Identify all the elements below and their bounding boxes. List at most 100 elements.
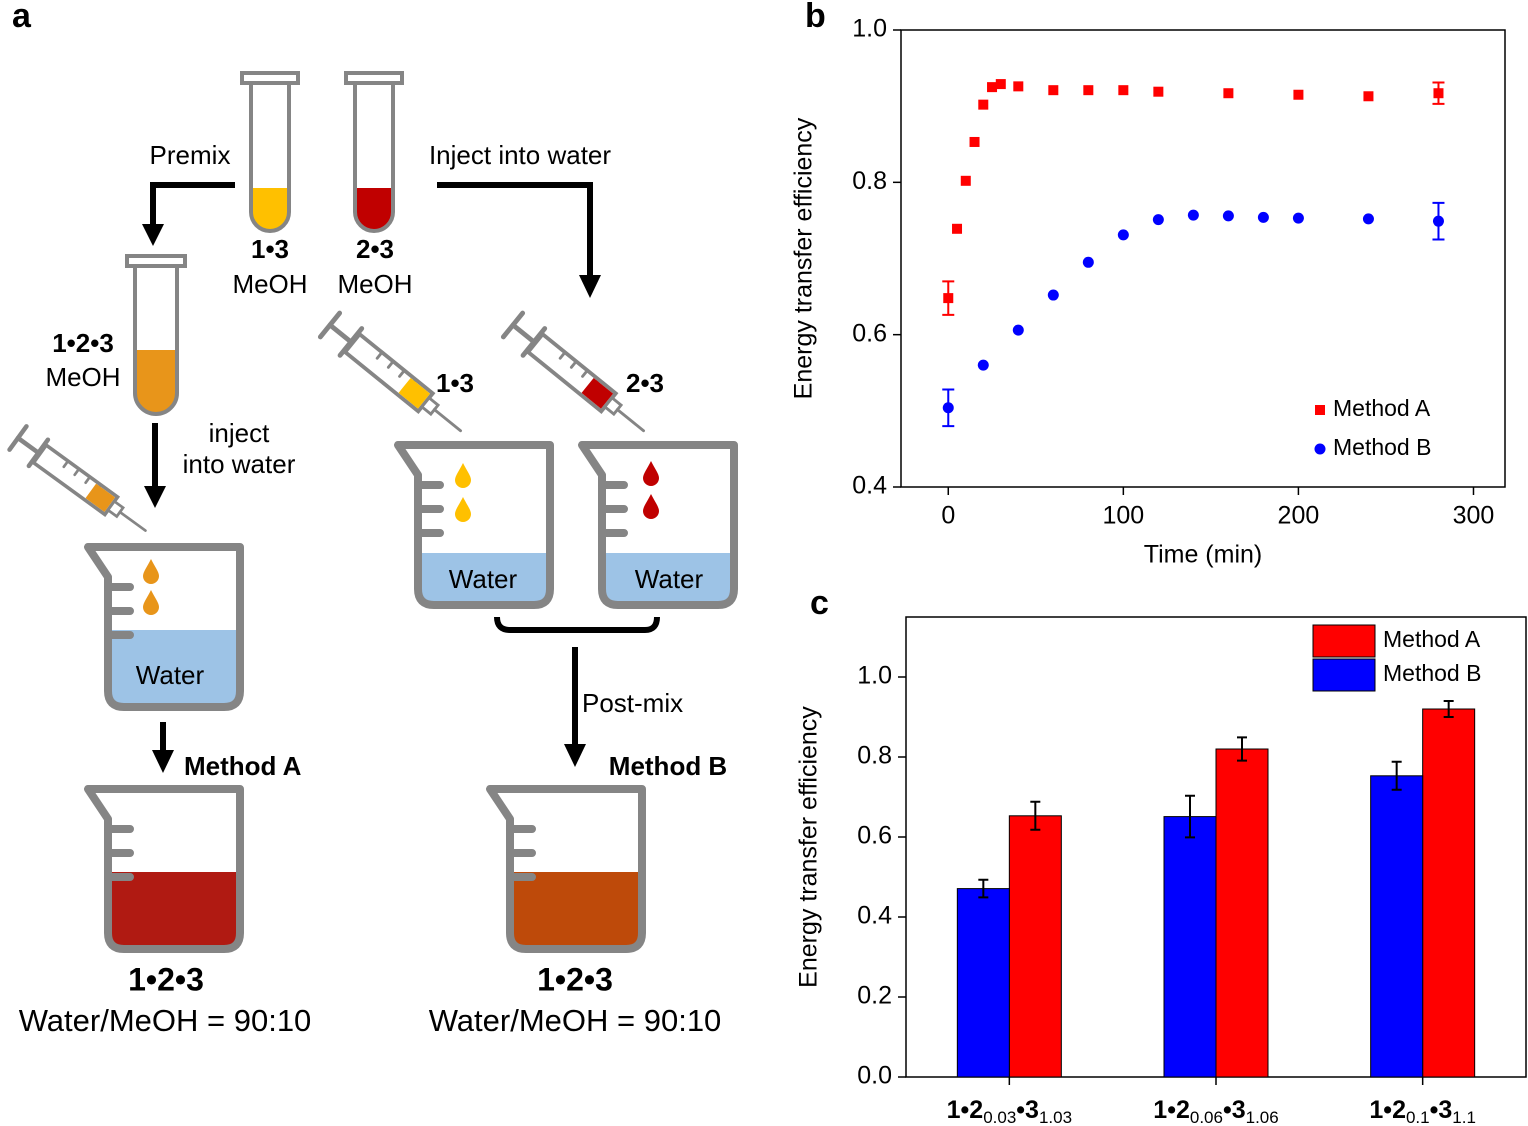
point bbox=[1222, 210, 1234, 222]
plot-frame bbox=[900, 29, 1506, 488]
solvent: MeOH bbox=[232, 269, 307, 299]
legend-swatch bbox=[1312, 658, 1376, 692]
error-bar bbox=[1237, 736, 1247, 762]
label-part: 1•2 bbox=[1369, 1096, 1406, 1124]
method-label: Method A bbox=[184, 751, 302, 781]
beaker bbox=[88, 789, 240, 952]
point bbox=[1187, 209, 1199, 221]
x-tick-label: 1•20.06•31.06 bbox=[1153, 1096, 1278, 1126]
label-part: 1•2 bbox=[1153, 1096, 1190, 1124]
point bbox=[1013, 81, 1024, 92]
bar bbox=[1163, 816, 1217, 1078]
bar bbox=[1422, 708, 1476, 1078]
ratio: Water/MeOH = 90:10 bbox=[19, 1003, 312, 1038]
point bbox=[1257, 211, 1269, 223]
point bbox=[943, 293, 954, 304]
y-tick-label: 0.4 bbox=[857, 902, 892, 930]
point bbox=[1223, 88, 1234, 99]
tube bbox=[344, 71, 404, 233]
point bbox=[1433, 88, 1444, 99]
point bbox=[1012, 324, 1024, 336]
method-label: Method B bbox=[609, 751, 727, 781]
arrows bbox=[142, 182, 660, 773]
error-bar bbox=[1443, 700, 1454, 718]
y-axis-title: Energy transfer efficiency bbox=[795, 706, 823, 988]
point bbox=[995, 79, 1006, 90]
tube bbox=[240, 71, 300, 233]
y-tick-label: 1.0 bbox=[852, 15, 887, 43]
y-axis-title: Energy transfer efficiency bbox=[790, 117, 818, 399]
point bbox=[960, 175, 971, 186]
water-label: Water bbox=[635, 564, 704, 594]
compound: 1•2•3 bbox=[537, 961, 613, 997]
y-tick-label: 0.2 bbox=[857, 982, 892, 1010]
compound: 2•3 bbox=[356, 234, 394, 264]
y-tick-label: 0.0 bbox=[857, 1062, 892, 1090]
x-axis-title: Time (min) bbox=[1144, 541, 1263, 569]
x-tick-label: 1•20.03•31.03 bbox=[947, 1096, 1072, 1126]
beaker bbox=[88, 547, 240, 710]
solvent: MeOH bbox=[45, 362, 120, 392]
point bbox=[1362, 213, 1374, 225]
bar bbox=[956, 888, 1010, 1078]
compound: 1•3 bbox=[436, 368, 474, 398]
legend-label: Method A bbox=[1333, 395, 1431, 421]
bar bbox=[1215, 748, 1269, 1078]
point bbox=[1117, 229, 1129, 241]
y-tick-label: 0.6 bbox=[852, 319, 887, 347]
point bbox=[1363, 91, 1374, 102]
syringe bbox=[502, 312, 654, 445]
point bbox=[1047, 289, 1059, 301]
compound: 1•3 bbox=[251, 234, 289, 264]
beaker bbox=[398, 445, 550, 613]
label-part: 1.06 bbox=[1246, 1108, 1279, 1126]
point bbox=[969, 136, 980, 147]
y-tick-label: 0.8 bbox=[857, 742, 892, 770]
syringe bbox=[8, 425, 154, 544]
diagram: a bbox=[8, 0, 734, 1038]
point bbox=[952, 223, 963, 234]
point bbox=[1083, 85, 1094, 96]
point bbox=[1082, 256, 1094, 268]
legend-marker bbox=[1314, 443, 1326, 455]
bar bbox=[1008, 815, 1062, 1078]
point bbox=[987, 82, 998, 93]
point bbox=[1293, 89, 1304, 100]
x-tick-label: 100 bbox=[1102, 502, 1144, 530]
syringe bbox=[319, 312, 471, 445]
error-bar bbox=[978, 878, 989, 899]
point bbox=[978, 99, 989, 110]
bar bbox=[1370, 775, 1424, 1078]
beaker bbox=[582, 445, 734, 613]
beaker bbox=[490, 789, 642, 952]
solvent: MeOH bbox=[337, 269, 412, 299]
step-label: into water bbox=[183, 449, 296, 479]
x-tick-label: 0 bbox=[941, 502, 955, 530]
legend-marker bbox=[1315, 405, 1325, 415]
label-part: 0.06 bbox=[1190, 1108, 1223, 1126]
x-tick-label: 1•20.1•31.1 bbox=[1369, 1096, 1476, 1126]
point bbox=[1153, 86, 1164, 97]
y-tick-label: 0.4 bbox=[852, 472, 887, 500]
step-label: Premix bbox=[150, 140, 231, 170]
label-part: 1.1 bbox=[1452, 1108, 1476, 1126]
panel-label: b bbox=[805, 0, 826, 35]
error-bar bbox=[1391, 760, 1402, 791]
compound: 1•2•3 bbox=[128, 961, 204, 997]
legend-label: Method B bbox=[1333, 434, 1431, 460]
panel-label: a bbox=[12, 0, 32, 35]
error-bar bbox=[1185, 794, 1195, 839]
x-tick-label: 300 bbox=[1453, 502, 1495, 530]
legend-swatch bbox=[1312, 624, 1376, 658]
panel-label: c bbox=[810, 584, 829, 622]
water-label: Water bbox=[136, 660, 205, 690]
error-bar bbox=[1030, 800, 1041, 831]
point bbox=[977, 359, 989, 371]
label-part: •3 bbox=[1016, 1096, 1039, 1124]
step-label: Post-mix bbox=[582, 688, 683, 718]
label-part: 0.03 bbox=[983, 1108, 1016, 1126]
point bbox=[1118, 85, 1129, 96]
step-label: Inject into water bbox=[429, 140, 611, 170]
point bbox=[1152, 214, 1164, 226]
